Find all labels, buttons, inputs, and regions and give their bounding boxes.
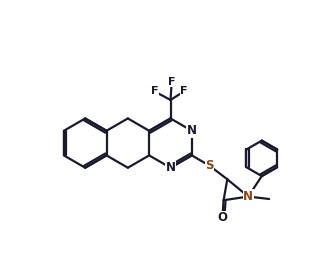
Text: F: F bbox=[180, 86, 188, 96]
Text: O: O bbox=[217, 211, 228, 224]
Text: F: F bbox=[168, 76, 175, 86]
Text: N: N bbox=[187, 124, 197, 137]
Text: F: F bbox=[151, 86, 158, 96]
Text: N: N bbox=[165, 161, 175, 174]
Text: S: S bbox=[205, 159, 214, 172]
Text: N: N bbox=[243, 190, 253, 203]
